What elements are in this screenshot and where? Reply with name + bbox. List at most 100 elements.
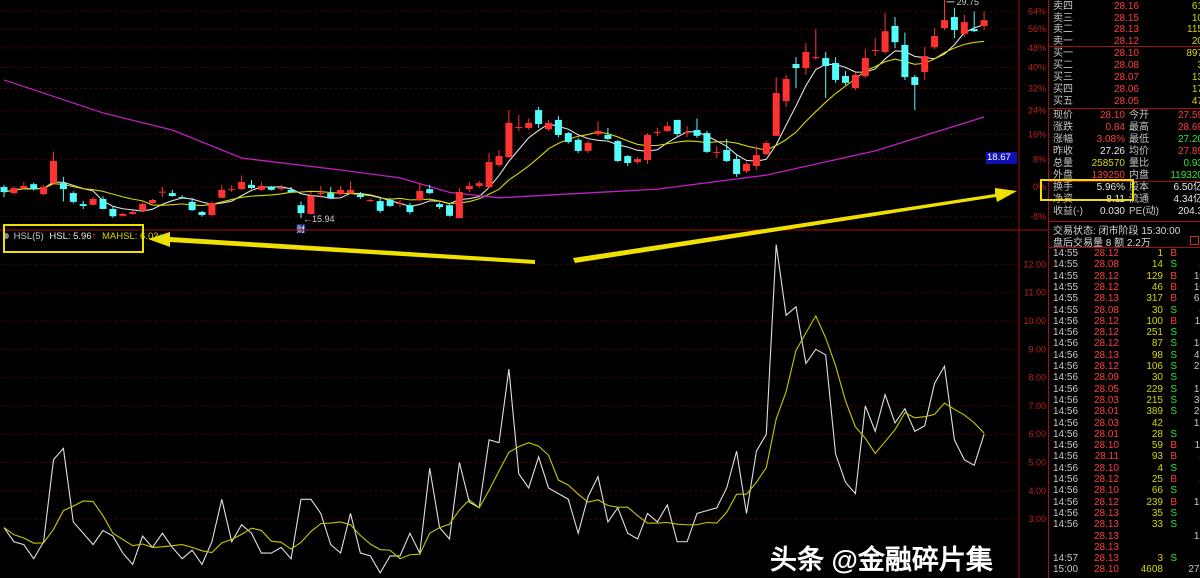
trade-count: 276	[1188, 564, 1200, 576]
trade-volume: 4608	[1140, 564, 1163, 576]
candle	[683, 126, 691, 138]
bid-row[interactable]: 买一 28.10 897	[1049, 48, 1200, 60]
quote-stat-row: 现价 28.10 今开 27.59	[1049, 110, 1200, 122]
finance-marker-icon[interactable]	[296, 224, 306, 234]
stat-value: 0.84	[1105, 122, 1125, 133]
trade-price: 28.13	[1093, 293, 1119, 305]
candle	[366, 198, 374, 203]
trade-volume: 30	[1151, 372, 1163, 384]
trade-time: 14:56	[1053, 496, 1079, 508]
ask-row[interactable]: 卖二 28.13 115	[1049, 24, 1200, 36]
hsl-axis-tick: 5.00	[1028, 458, 1046, 468]
kline-chart-area[interactable]: 29.75 ← 15.94 财 64% 56% 48% 40% 32% 24% 16% 8% 0% -8…	[0, 0, 1048, 578]
candle	[307, 192, 315, 214]
ask-row[interactable]: 卖四 28.16 61	[1049, 1, 1200, 13]
trade-price: 28.08	[1093, 259, 1119, 271]
stat-label: 最低	[1129, 134, 1149, 145]
trade-count: 12	[1193, 530, 1200, 542]
trade-volume: 25	[1151, 474, 1163, 485]
trade-count: 11	[1194, 440, 1200, 452]
candle	[931, 28, 939, 50]
bid-row[interactable]: 买四 28.06 17	[1049, 84, 1200, 96]
candle	[564, 131, 572, 144]
bid-row[interactable]: 买三 28.07 13	[1049, 72, 1200, 84]
mahsl-line	[3, 314, 985, 560]
candle	[653, 127, 661, 136]
ask-price: 28.16	[1113, 1, 1139, 12]
trade-side: B	[1170, 496, 1177, 508]
trade-time: 14:55	[1053, 304, 1079, 316]
stat-value: 27.20	[1177, 134, 1200, 145]
indicator-legend[interactable]: HSL(5) HSL: 5.96↑ MAHSL: 6.03↓	[3, 231, 166, 242]
trade-row: 14:56 28.13 98 S 47	[1049, 350, 1200, 362]
trade-price: 28.08	[1093, 304, 1119, 316]
stat-label: 股本	[1129, 182, 1149, 193]
expand-icon[interactable]	[1190, 236, 1199, 245]
price-axis-tick: -8%	[1030, 212, 1046, 222]
ask-label: 卖一	[1053, 35, 1073, 47]
bid-row[interactable]: 买五 28.05 47	[1049, 96, 1200, 108]
bid-label: 买一	[1053, 48, 1073, 59]
candle	[386, 197, 394, 208]
candle	[713, 146, 721, 159]
hsl-axis-tick: 11.00	[1024, 288, 1046, 298]
trade-price: 28.12	[1093, 327, 1119, 339]
trade-volume: 3	[1157, 553, 1163, 565]
candle	[69, 191, 77, 204]
trade-price: 28.11	[1094, 451, 1119, 463]
candle	[505, 110, 513, 159]
hsl-axis-tick: 3.00	[1028, 514, 1046, 524]
trade-volume: 239	[1146, 496, 1163, 508]
trade-time: 15:00	[1053, 564, 1079, 576]
candle	[277, 184, 285, 191]
trade-volume: 14	[1151, 259, 1163, 271]
candle	[149, 198, 156, 204]
trade-side: S	[1170, 519, 1177, 531]
candle	[129, 210, 137, 215]
low-arrow-icon: ←	[303, 214, 312, 224]
trade-price: 28.13	[1093, 553, 1119, 565]
trade-side: S	[1170, 372, 1177, 384]
ask-row[interactable]: 卖一 28.12 20	[1049, 36, 1200, 48]
trade-row: 15:00 28.10 4608 276	[1049, 564, 1200, 576]
ask-label: 卖三	[1053, 12, 1073, 24]
stat-value: 27.26	[1099, 146, 1125, 157]
candle	[327, 187, 335, 199]
trade-time: 14:55	[1053, 293, 1079, 305]
candle	[950, 7, 958, 39]
trade-price: 28.13	[1093, 519, 1119, 531]
candle	[554, 115, 562, 138]
bid-row[interactable]: 买二 28.08 3	[1049, 60, 1200, 72]
trade-price: 28.05	[1093, 383, 1119, 395]
trade-side: S	[1170, 327, 1177, 339]
trade-side: S	[1170, 428, 1177, 440]
quote-stat-row: 总量 258570 量比 0.93	[1049, 158, 1200, 170]
trade-time: 14:55	[1053, 281, 1079, 293]
ask-row[interactable]: 卖三 28.15 10	[1049, 13, 1200, 25]
ask-price: 28.13	[1113, 24, 1139, 35]
stat-label: 外盘	[1053, 170, 1073, 181]
candlesticks: 29.75 ← 15.94 财	[0, 0, 988, 234]
watermark: 头条 @金融碎片集	[770, 545, 993, 575]
candle	[376, 197, 384, 213]
candle	[960, 14, 968, 37]
quote-stat-row: 换手 5.96% 股本 6.50亿	[1049, 182, 1200, 194]
ask-price: 28.12	[1113, 35, 1139, 47]
stat-label: 最高	[1129, 122, 1149, 133]
trade-volume: 4	[1157, 462, 1163, 474]
settings-dot-icon[interactable]	[3, 233, 9, 239]
trade-side: B	[1170, 315, 1177, 327]
trade-volume: 59	[1151, 440, 1163, 452]
stat-value: 0.93	[1183, 158, 1200, 169]
trade-volume: 100	[1146, 315, 1163, 327]
arrow-up-icon: ↑	[91, 231, 97, 242]
candle	[921, 47, 929, 80]
moving-average-lines	[3, 24, 985, 212]
trade-price: 28.12	[1093, 496, 1119, 508]
hsl-axis-tick: 7.00	[1028, 401, 1046, 411]
stat-value: 204.3	[1177, 206, 1200, 217]
candle	[208, 201, 216, 216]
trade-side: S	[1170, 383, 1177, 395]
trade-volume: 1	[1157, 248, 1163, 259]
